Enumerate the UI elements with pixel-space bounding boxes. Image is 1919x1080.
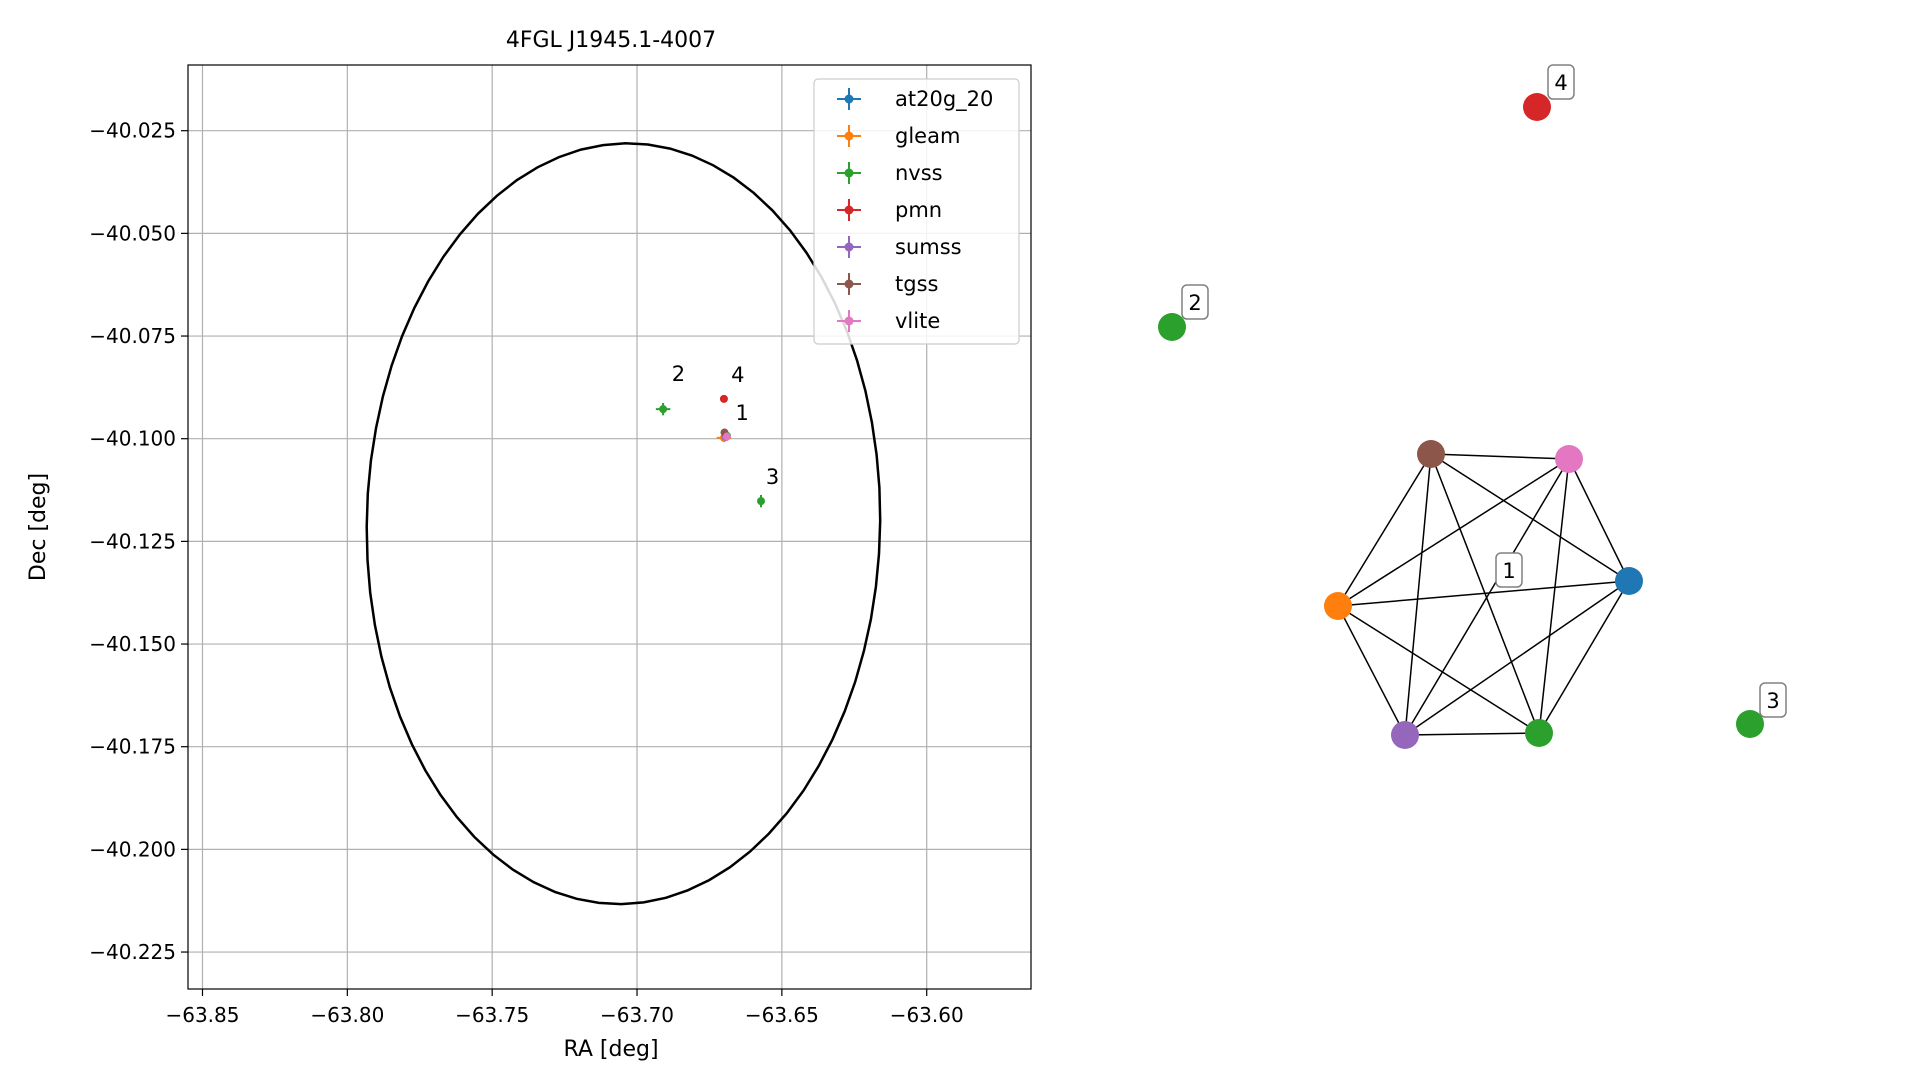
x-tick-label: −63.80	[310, 1003, 384, 1027]
legend-label: nvss	[895, 161, 943, 185]
network-node-gleam	[1324, 592, 1352, 620]
localization-ellipse	[365, 142, 882, 906]
point-vlite	[722, 432, 731, 441]
point-annotation: 2	[672, 362, 685, 386]
network-node-tgss	[1417, 440, 1445, 468]
network-node-pmn_4	[1523, 93, 1551, 121]
chart-title: 4FGL J1945.1-4007	[506, 28, 716, 53]
y-tick-label: −40.050	[89, 221, 176, 245]
legend-box	[813, 78, 1020, 345]
data-points	[655, 394, 766, 508]
point-annotation: 4	[731, 363, 744, 387]
point-nvss	[655, 402, 671, 416]
y-tick-label: −40.225	[89, 940, 176, 964]
group-label-4: 4	[1547, 64, 1575, 100]
point-nvss	[757, 494, 766, 508]
network-nodes	[1158, 93, 1764, 749]
x-tick-label: −63.75	[455, 1003, 529, 1027]
group-label-3: 3	[1759, 682, 1787, 718]
y-tick-label: −40.200	[89, 837, 176, 861]
legend-entry-gleam: gleam	[837, 124, 960, 148]
network-node-vlite	[1555, 445, 1583, 473]
network-node-nvss_3	[1736, 710, 1764, 738]
group-label-1: 1	[1495, 552, 1523, 588]
legend-entry-nvss: nvss	[837, 161, 943, 185]
network-edge	[1568, 458, 1630, 582]
legend-label: gleam	[895, 124, 960, 148]
group-label-2: 2	[1181, 284, 1209, 320]
point-annotation: 1	[736, 401, 749, 425]
x-tick-label: −63.85	[165, 1003, 239, 1027]
legend-label: tgss	[895, 272, 938, 296]
y-tick-label: −40.175	[89, 735, 176, 759]
legend-label: at20g_20	[895, 87, 993, 112]
network-edge	[1430, 453, 1630, 582]
y-tick-label: −40.075	[89, 324, 176, 348]
legend-entry-vlite: vlite	[837, 309, 940, 333]
legend-label: pmn	[895, 198, 942, 222]
x-axis-ticks: −63.85 −63.80 −63.75 −63.70 −63.65 −63.60	[165, 989, 964, 1027]
legend-label: sumss	[895, 235, 962, 259]
svg-text:1: 1	[1502, 559, 1515, 583]
x-axis-label: RA [deg]	[563, 1037, 658, 1062]
network-edge	[1404, 453, 1432, 736]
point-annotations: 1 2 3 4	[672, 362, 780, 489]
scatter-panel: 4FGL J1945.1-4007 1 2 3 4 −63.85 −63.80 −63.7…	[26, 28, 1032, 1062]
network-edge	[1404, 732, 1540, 736]
legend-entry-sumss: sumss	[837, 235, 962, 259]
legend-entry-tgss: tgss	[837, 272, 938, 296]
network-edge	[1538, 580, 1630, 734]
legend-label: vlite	[895, 309, 940, 333]
y-tick-label: −40.125	[89, 529, 176, 553]
network-edge	[1430, 453, 1570, 460]
network-node-sumss	[1391, 721, 1419, 749]
svg-text:2: 2	[1188, 291, 1201, 315]
network-edge	[1337, 605, 1406, 736]
y-axis-ticks: −40.025 −40.050 −40.075 −40.100 −40.125 −40.1…	[89, 119, 188, 964]
x-tick-label: −63.65	[745, 1003, 819, 1027]
network-node-at20g_20	[1615, 567, 1643, 595]
network-edge	[1337, 580, 1630, 607]
network-group-labels: 1 2 3 4	[1181, 64, 1787, 718]
y-tick-label: −40.025	[89, 119, 176, 143]
y-tick-label: −40.100	[89, 427, 176, 451]
plot-frame	[187, 64, 1032, 990]
y-axis-label: Dec [deg]	[26, 473, 51, 581]
y-tick-label: −40.150	[89, 632, 176, 656]
point-pmn	[719, 394, 728, 403]
svg-text:4: 4	[1554, 71, 1567, 95]
x-tick-label: −63.60	[890, 1003, 964, 1027]
legend-entry-at20g_20: at20g_20	[837, 87, 993, 112]
network-edge	[1430, 453, 1540, 734]
network-edge	[1337, 453, 1432, 607]
network-edge	[1337, 605, 1540, 734]
network-node-nvss	[1525, 719, 1553, 747]
x-tick-label: −63.70	[600, 1003, 674, 1027]
network-edges	[1337, 453, 1630, 736]
network-edge	[1404, 580, 1630, 736]
legend-entry-pmn: pmn	[837, 198, 942, 222]
network-panel: 1 2 3 4	[1158, 64, 1787, 749]
point-annotation: 3	[766, 465, 779, 489]
network-node-nvss_2	[1158, 313, 1186, 341]
network-edge	[1337, 458, 1570, 607]
network-edge	[1538, 458, 1570, 734]
svg-text:3: 3	[1766, 689, 1779, 713]
